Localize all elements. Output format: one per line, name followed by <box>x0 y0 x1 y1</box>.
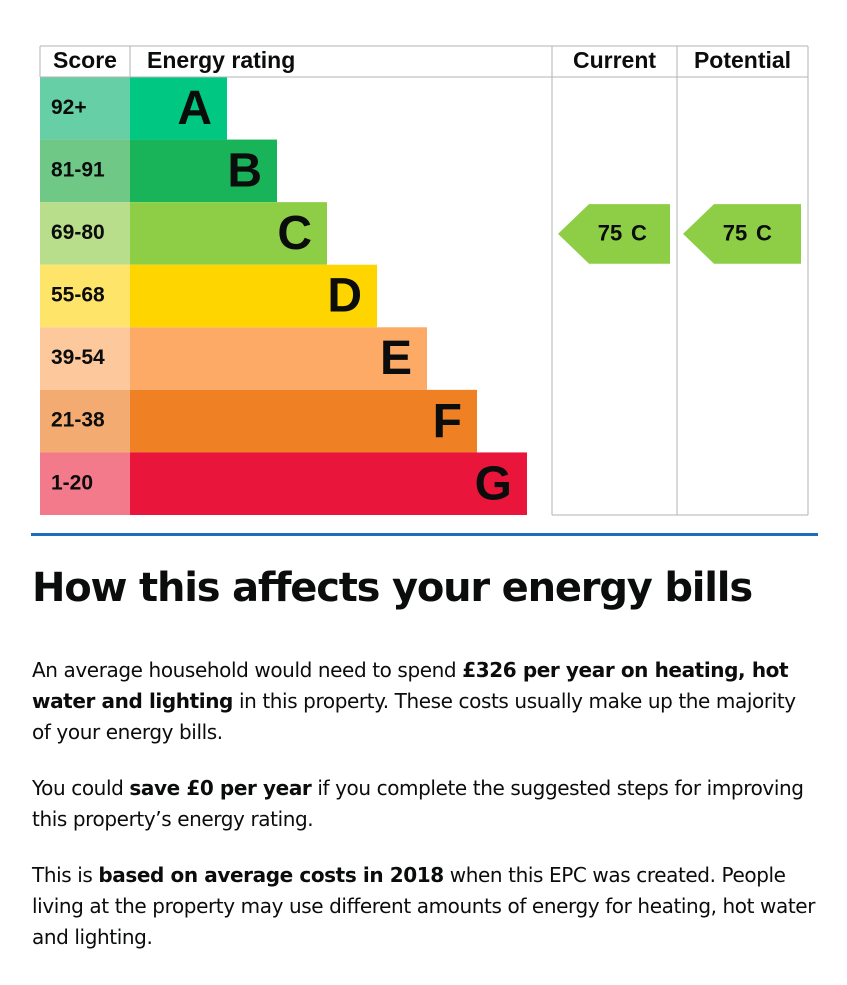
rating-bar <box>130 264 377 328</box>
arrow-rating: C <box>756 221 772 246</box>
score-cell <box>40 452 130 515</box>
score-label: 55-68 <box>51 284 105 307</box>
text: if you complete the suggested steps for … <box>32 776 804 831</box>
paragraph: This is based on average costs in 2018 w… <box>32 860 817 953</box>
column-header: Energy rating <box>147 47 295 73</box>
section-title: How this affects your energy bills <box>32 565 753 611</box>
text: You could <box>32 776 130 800</box>
arrow-rating: C <box>631 221 647 246</box>
score-label: 92+ <box>51 96 87 119</box>
rating-letter: D <box>327 270 362 323</box>
rating-bar <box>130 139 277 203</box>
epc-chart: Score Energy rating Current Potential 92+ A 81… <box>39 45 809 516</box>
score-cell <box>40 389 130 453</box>
score-cell <box>40 202 130 265</box>
paragraphs: An average household would need to spend… <box>32 655 817 978</box>
text: This is <box>32 863 99 887</box>
section-rule <box>31 533 818 536</box>
rating-letter: C <box>277 207 312 260</box>
text: when this EPC was created. People living… <box>32 863 816 949</box>
score-label: 81-91 <box>51 158 105 181</box>
bold-text: £326 per year on heating, hot water and … <box>32 658 789 713</box>
text: in this property. These costs usually ma… <box>32 689 796 744</box>
rating-bar <box>130 452 527 515</box>
column-header: Score <box>53 47 117 73</box>
arrow-score: 75 <box>598 221 622 246</box>
arrow-score: 75 <box>723 221 747 246</box>
column-header: Potential <box>694 47 791 73</box>
score-label: 1-20 <box>51 471 93 494</box>
score-label: 39-54 <box>51 346 105 369</box>
rating-bar <box>130 327 427 390</box>
column-header: Current <box>573 47 656 73</box>
bold-text: save £0 per year <box>129 776 312 800</box>
rating-letter: G <box>475 457 512 510</box>
rating-bar <box>130 77 227 140</box>
bold-text: based on average costs in 2018 <box>98 863 444 887</box>
score-label: 21-38 <box>51 409 105 432</box>
text: An average household would need to spend <box>32 658 463 682</box>
rating-arrow <box>683 204 801 264</box>
rating-letter: E <box>380 332 412 385</box>
score-cell <box>40 264 130 328</box>
score-label: 69-80 <box>51 221 105 244</box>
rating-bar <box>130 202 327 265</box>
rating-letter: A <box>177 82 212 135</box>
score-cell <box>40 77 130 140</box>
score-cell <box>40 139 130 203</box>
rating-letter: B <box>227 145 262 198</box>
rating-arrow <box>558 204 670 264</box>
score-cell <box>40 327 130 390</box>
rating-bar <box>130 389 477 453</box>
paragraph: You could save £0 per year if you comple… <box>32 773 817 835</box>
rating-letter: F <box>433 395 462 448</box>
paragraph: An average household would need to spend… <box>32 655 817 748</box>
